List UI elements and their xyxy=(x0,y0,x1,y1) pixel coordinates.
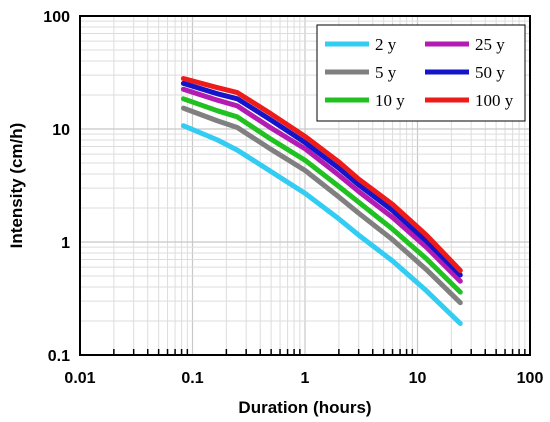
y-tick-label: 100 xyxy=(43,9,70,26)
series-line xyxy=(180,123,463,326)
y-tick-label: 0.1 xyxy=(48,348,70,365)
legend-label: 50 y xyxy=(475,63,505,82)
series-lines xyxy=(180,76,463,326)
series-line xyxy=(180,105,463,306)
series-line xyxy=(180,86,463,284)
y-tick-label: 10 xyxy=(52,122,70,139)
legend: 2 y 5 y 10 y 25 y 50 y 100 y xyxy=(316,24,526,122)
x-tick-label: 100 xyxy=(517,370,544,387)
legend-label: 100 y xyxy=(475,91,514,110)
x-tick-label: 10 xyxy=(409,370,427,387)
x-axis-title: Duration (hours) xyxy=(238,398,371,417)
series-line xyxy=(180,76,463,273)
plot-frame xyxy=(79,15,531,356)
minor-ticks xyxy=(113,349,526,355)
series-line xyxy=(180,96,463,295)
y-tick-label: 1 xyxy=(61,235,70,252)
x-tick-label: 0.1 xyxy=(181,370,203,387)
x-tick-label: 0.01 xyxy=(64,370,95,387)
series-line xyxy=(180,80,463,278)
legend-label: 2 y xyxy=(375,35,397,54)
y-axis-title: Intensity (cm/h) xyxy=(7,123,26,249)
legend-label: 25 y xyxy=(475,35,505,54)
legend-label: 10 y xyxy=(375,91,405,110)
x-tick-label: 1 xyxy=(301,370,310,387)
y-tick-labels: 0.1 1 10 100 xyxy=(43,9,70,365)
legend-label: 5 y xyxy=(375,63,397,82)
x-tick-labels: 0.01 0.1 1 10 100 xyxy=(64,370,543,387)
